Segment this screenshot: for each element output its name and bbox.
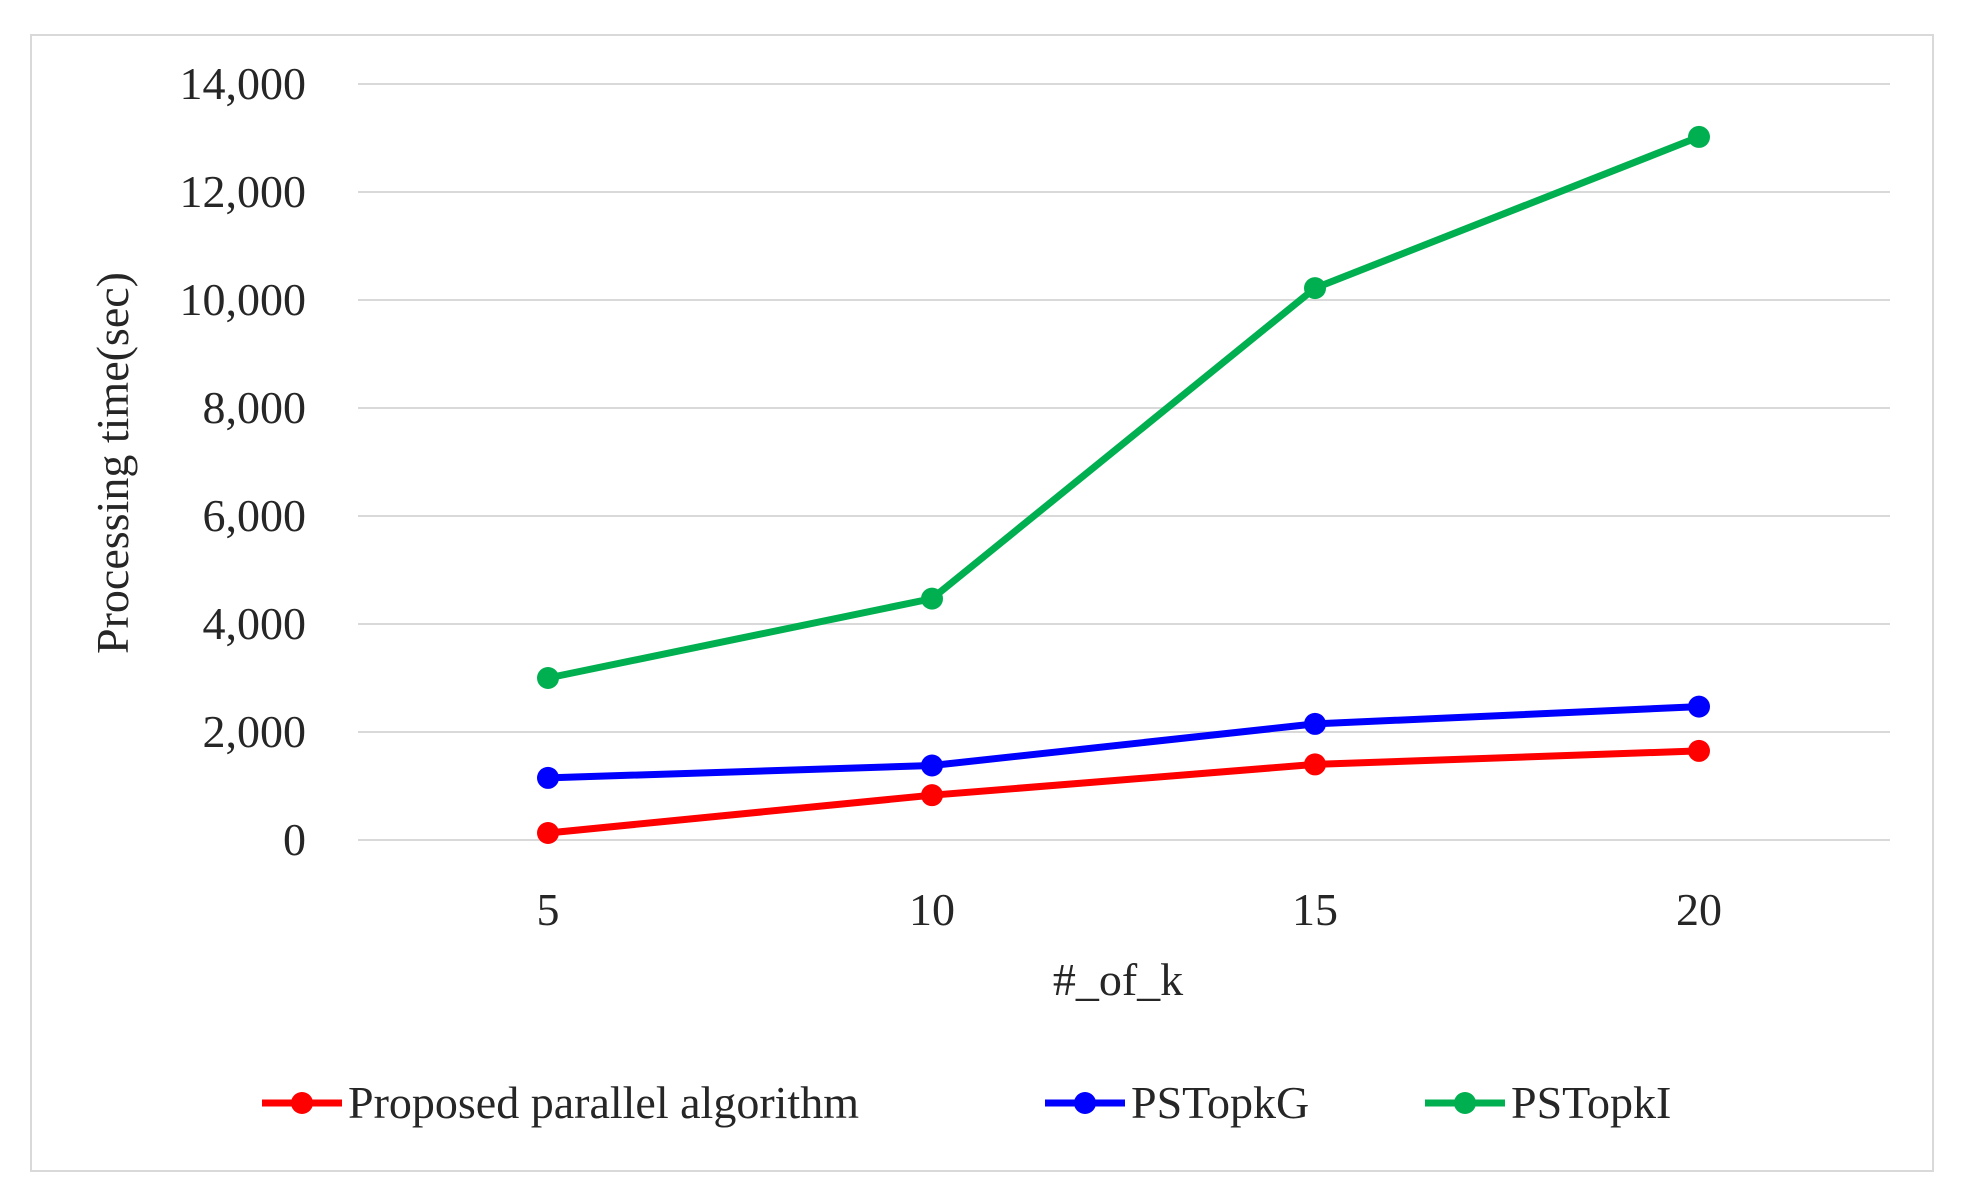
legend-marker (1454, 1092, 1476, 1114)
legend-label: PSTopkI (1511, 1077, 1671, 1128)
chart-frame (30, 34, 1934, 1172)
data-point (1688, 125, 1710, 148)
data-point (1304, 277, 1326, 300)
series-1 (537, 739, 1710, 844)
y-axis-ticks: 0 2,000 4,000 6,000 8,000 10,000 12,000 14,000 (180, 58, 307, 865)
legend-item: PSTopkI (1425, 1077, 1671, 1128)
data-point (537, 766, 559, 789)
data-point (537, 667, 559, 689)
y-tick-label: 4,000 (203, 598, 307, 649)
data-point (1688, 695, 1710, 718)
data-point (921, 587, 943, 610)
gridlines (358, 83, 1890, 841)
y-tick-label: 2,000 (203, 706, 307, 757)
data-point (537, 821, 559, 844)
series-line (544, 133, 1703, 682)
data-point (921, 784, 943, 807)
y-tick-label: 0 (283, 814, 306, 865)
legend: Proposed parallel algorithm PSTopkG PSTopk… (262, 1077, 1671, 1128)
x-tick-label: 20 (1676, 884, 1722, 935)
series-3 (537, 125, 1710, 689)
data-point (1304, 753, 1326, 776)
y-tick-label: 10,000 (180, 274, 307, 325)
legend-item: PSTopkG (1045, 1077, 1309, 1128)
series-2 (537, 695, 1710, 789)
x-tick-label: 10 (909, 884, 955, 935)
x-axis-ticks: 5 10 15 20 (537, 884, 1723, 935)
legend-marker (1074, 1092, 1096, 1114)
x-tick-label: 5 (537, 884, 560, 935)
data-point (921, 754, 943, 777)
legend-label: Proposed parallel algorithm (348, 1077, 859, 1128)
y-axis-title: Processing time(sec) (87, 272, 138, 654)
y-tick-label: 14,000 (180, 58, 307, 109)
x-axis-title: #_of_k (1053, 954, 1183, 1005)
series-line (544, 703, 1703, 782)
data-point (1688, 739, 1710, 762)
legend-item: Proposed parallel algorithm (262, 1077, 859, 1128)
series-lines (537, 125, 1710, 844)
legend-label: PSTopkG (1131, 1077, 1309, 1128)
data-point (1304, 712, 1326, 735)
legend-marker (291, 1092, 313, 1114)
y-tick-label: 12,000 (180, 166, 307, 217)
series-line (544, 747, 1703, 837)
y-tick-label: 8,000 (203, 382, 307, 433)
y-tick-label: 6,000 (203, 490, 307, 541)
x-tick-label: 15 (1292, 884, 1338, 935)
